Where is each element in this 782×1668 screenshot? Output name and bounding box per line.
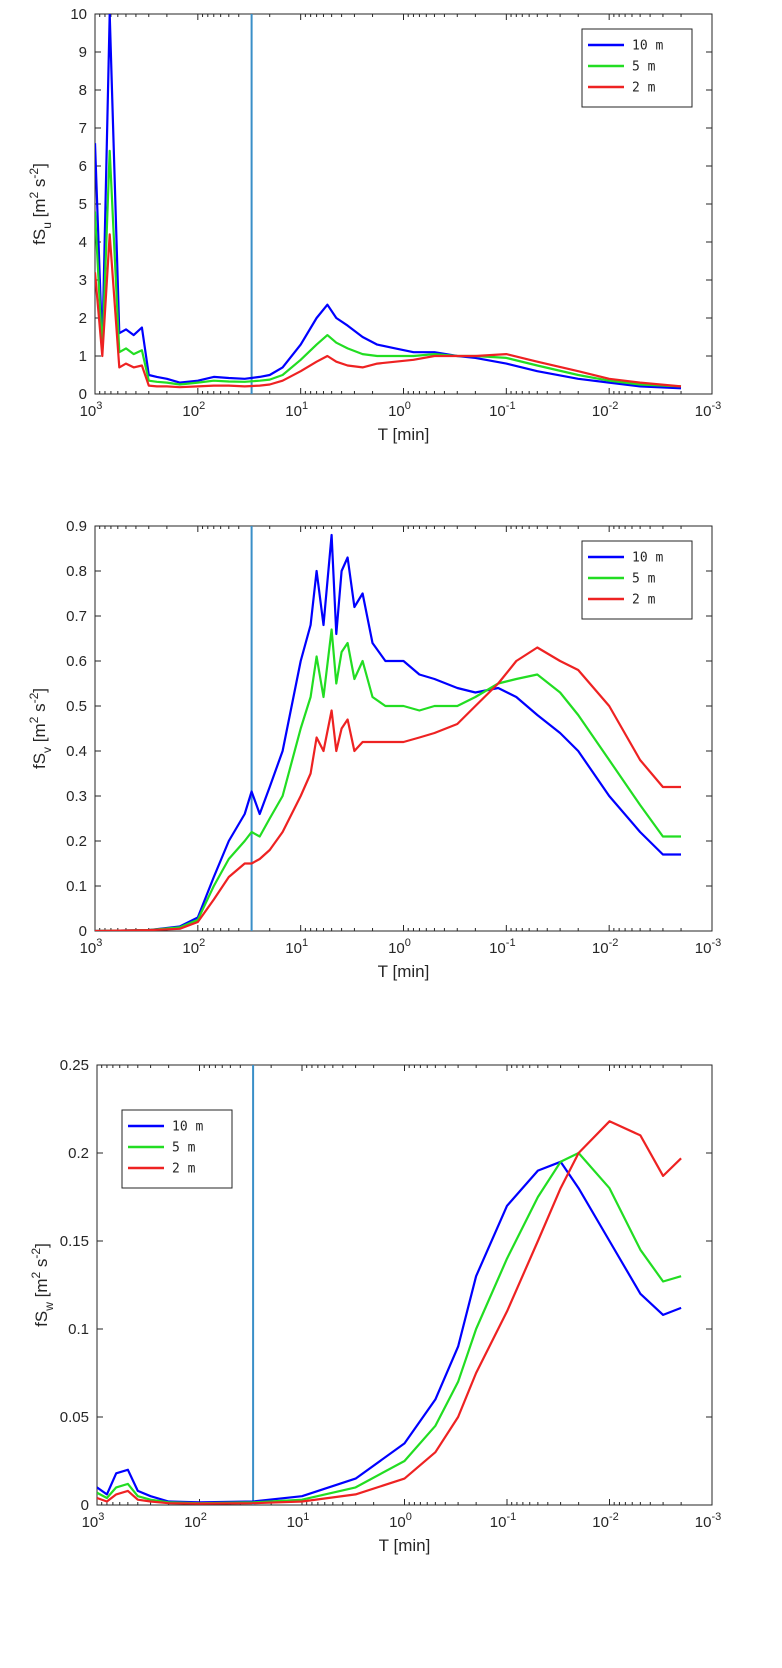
y-tick-label: 0.5	[66, 698, 87, 715]
legend-label: 2 m	[632, 593, 656, 608]
chart-panel-3: 0 0.05 0.1 0.15 0.2 0.25 103 102 101 100 10-1 10-2 1…	[29, 1057, 721, 1555]
legend: 10 m 5 m 2 m	[581, 540, 693, 620]
series-line-2m	[95, 646, 681, 931]
chart-panel-1: 0 1 2 3 4 5 6 7 8 9 10 103 102 101 100 10-1 10-2 10-3 T [m…	[27, 6, 721, 444]
series-line-10m	[95, 14, 682, 390]
series-line-5m	[95, 149, 682, 388]
x-tick-label: 10-2	[592, 400, 618, 420]
x-tick-label: 100	[388, 400, 411, 420]
legend-label: 10 m	[632, 39, 663, 54]
y-tick-label: 0.1	[68, 1321, 89, 1338]
x-tick-label: 10-1	[490, 1511, 516, 1531]
y-axis-label: fSu [m2 s-2]	[27, 163, 54, 245]
chart-panel-2: 0 0.1 0.2 0.3 0.4 0.5 0.6 0.7 0.8 0.9 103 102 101 100…	[27, 518, 721, 981]
y-tick-label: 4	[79, 234, 87, 251]
y-tick-label: 0.6	[66, 653, 87, 670]
y-tick-label: 0.25	[60, 1057, 89, 1074]
x-tick-label: 10-1	[489, 937, 515, 957]
x-tick-label: 102	[182, 937, 205, 957]
y-tick-label: 0.7	[66, 608, 87, 625]
legend-label: 5 m	[632, 60, 656, 75]
y-tick-label: 0.2	[66, 833, 87, 850]
y-tick-label: 5	[79, 196, 87, 213]
series-line-5m	[95, 628, 681, 931]
y-tick-label: 0.4	[66, 743, 87, 760]
x-tick-label: 10-3	[695, 1511, 721, 1531]
y-tick-label: 8	[79, 82, 87, 99]
x-tick-label: 10-1	[489, 400, 515, 420]
legend-label: 10 m	[632, 551, 663, 566]
y-tick-label: 0.2	[68, 1145, 89, 1162]
y-tick-label: 0.15	[60, 1233, 89, 1250]
y-tick-label: 10	[70, 6, 87, 23]
y-tick-label: 7	[79, 120, 87, 137]
x-tick-label: 101	[287, 1511, 310, 1531]
y-axis-label: fSw [m2 s-2]	[29, 1243, 56, 1327]
x-tick-label: 10-2	[592, 1511, 618, 1531]
y-tick-label: 0.05	[60, 1409, 89, 1426]
y-tick-label: 9	[79, 44, 87, 61]
x-tick-label: 103	[80, 937, 103, 957]
y-tick-label: 0	[79, 386, 87, 403]
legend-label: 10 m	[172, 1120, 203, 1135]
x-tick-label: 10-3	[695, 400, 721, 420]
legend: 10 m 5 m 2 m	[581, 28, 693, 108]
x-tick-label: 102	[182, 400, 205, 420]
series-line-2m	[97, 1120, 682, 1505]
x-tick-label: 10-2	[592, 937, 618, 957]
series-line-5m	[97, 1151, 682, 1505]
y-tick-label: 0.3	[66, 788, 87, 805]
legend: 10 m 5 m 2 m	[121, 1109, 233, 1189]
y-tick-label: 3	[79, 272, 87, 289]
series-line-10m	[95, 533, 681, 931]
series-line-2m	[95, 233, 682, 389]
y-axis-label: fSv [m2 s-2]	[27, 688, 54, 769]
series-line-10m	[97, 1160, 682, 1504]
y-tick-label: 1	[79, 348, 87, 365]
legend-label: 2 m	[172, 1162, 196, 1177]
y-tick-label: 0	[81, 1497, 89, 1514]
x-tick-label: 102	[184, 1511, 207, 1531]
x-tick-label: 103	[82, 1511, 105, 1531]
x-tick-label: 101	[285, 400, 308, 420]
y-tick-label: 6	[79, 158, 87, 175]
y-tick-label: 0.9	[66, 518, 87, 535]
x-tick-label: 100	[388, 937, 411, 957]
y-tick-label: 2	[79, 310, 87, 327]
legend-label: 5 m	[172, 1141, 196, 1156]
legend-label: 5 m	[632, 572, 656, 587]
x-axis-label: T [min]	[379, 1536, 431, 1555]
x-tick-label: 10-3	[695, 937, 721, 957]
x-tick-label: 101	[285, 937, 308, 957]
x-tick-label: 103	[80, 400, 103, 420]
y-tick-label: 0.8	[66, 563, 87, 580]
y-tick-label: 0.1	[66, 878, 87, 895]
x-tick-label: 100	[389, 1511, 412, 1531]
y-tick-label: 0	[79, 923, 87, 940]
x-axis-label: T [min]	[378, 425, 430, 444]
x-axis-label: T [min]	[378, 962, 430, 981]
legend-label: 2 m	[632, 81, 656, 96]
